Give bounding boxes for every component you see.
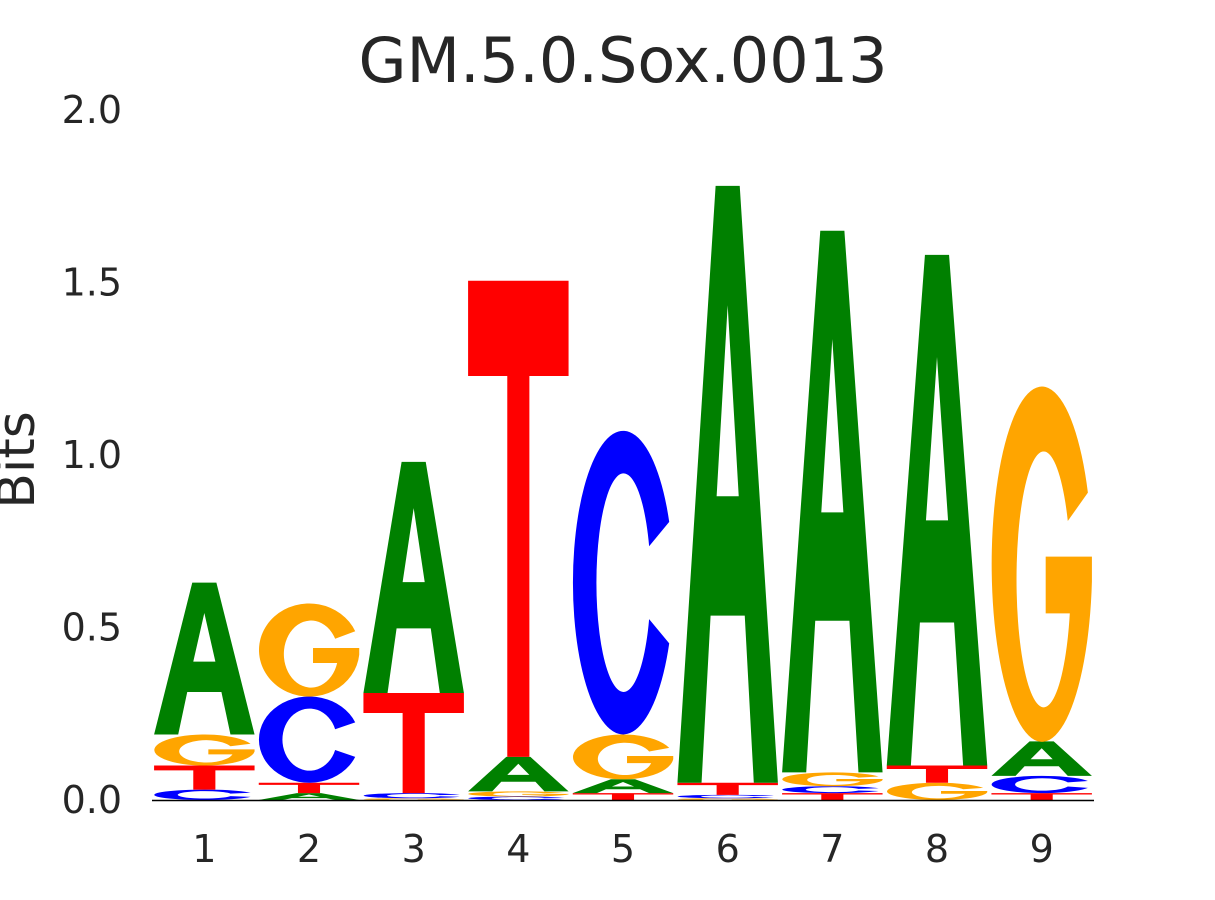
logo-letter-C-pos-7 [782,786,879,794]
logo-letter-C-pos-4 [468,796,565,800]
logo-letter-C-pos-3 [363,793,460,799]
logo-letter-T-pos-1 [154,765,255,790]
logo-letter-T-pos-2 [258,782,360,794]
y-axis-ticks: 0.0 0.5 1.0 1.5 2.0 [62,88,122,822]
x-tick-label: 4 [506,827,530,871]
x-tick-label: 2 [297,827,321,871]
y-tick-label: 1.5 [62,261,122,305]
x-tick-label: 9 [1030,827,1054,871]
logo-letter-A-pos-9 [991,741,1092,776]
logo-letter-G-pos-7 [782,772,883,787]
logo-letter-A-pos-3 [363,461,464,694]
y-tick-label: 0.5 [62,606,122,650]
logo-glyphs [154,185,1092,801]
logo-letter-T-pos-4 [468,280,569,757]
logo-letter-G-pos-6 [677,798,778,801]
x-axis-ticks: 1 2 3 4 5 6 7 8 9 [192,827,1054,871]
logo-letter-A-pos-4 [468,756,569,792]
y-tick-label: 1.0 [62,433,122,477]
logo-letter-G-pos-4 [468,791,569,797]
logo-letter-T-pos-3 [363,693,464,794]
logo-letter-A-pos-6 [677,185,778,783]
chart-title: GM.5.0.Sox.0013 [358,24,887,97]
logo-letter-C-pos-5 [572,430,670,735]
logo-letter-C-pos-9 [991,775,1088,794]
x-tick-label: 7 [820,827,844,871]
logo-letter-A-pos-8 [886,254,988,766]
logo-letter-A-pos-1 [154,582,255,735]
y-axis-label: Bits [0,411,47,509]
y-axis-label-text: Bits [0,411,47,509]
logo-letter-G-pos-1 [154,734,255,766]
logo-letter-G-pos-9 [991,386,1092,742]
logo-letter-T-pos-9 [991,793,1092,800]
logo-letter-A-pos-5 [572,779,674,794]
x-tick-label: 6 [716,827,740,871]
logo-letter-G-pos-2 [258,603,360,697]
logo-letter-T-pos-5 [572,793,674,800]
logo-letter-A-pos-7 [782,230,883,773]
logo-letter-C-pos-2 [258,696,356,783]
logo-letter-C-pos-1 [154,789,251,800]
logo-letter-T-pos-7 [782,793,883,800]
y-tick-label: 2.0 [62,88,122,132]
logo-letter-G-pos-8 [886,782,988,801]
logo-letter-G-pos-5 [572,734,674,780]
logo-letter-C-pos-6 [677,794,774,799]
logo-letter-G-pos-3 [363,798,464,801]
x-tick-label: 8 [925,827,949,871]
logo-letter-T-pos-6 [677,782,778,795]
logo-letter-T-pos-8 [886,765,988,783]
logo-letter-A-pos-2 [258,793,360,800]
x-tick-label: 1 [192,827,216,871]
y-tick-label: 0.0 [62,778,122,822]
x-tick-label: 3 [402,827,426,871]
x-tick-label: 5 [611,827,635,871]
